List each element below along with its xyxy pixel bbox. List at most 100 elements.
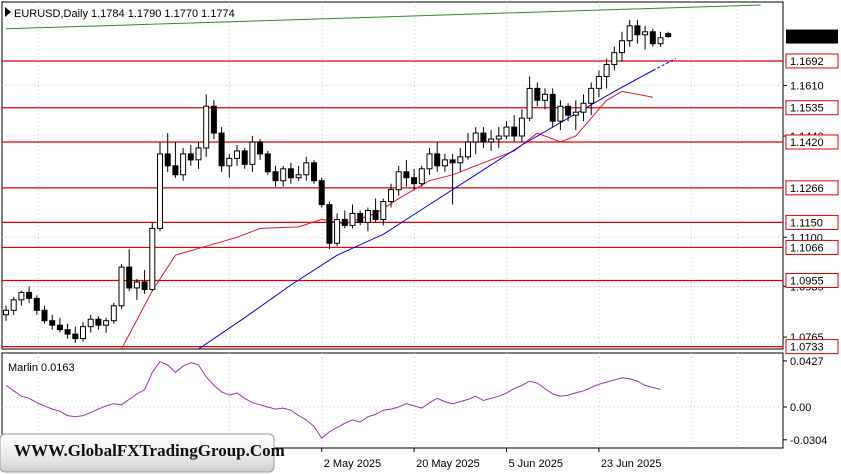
- current-price-label: 1.1774: [790, 32, 824, 44]
- candle: [488, 130, 495, 151]
- candle-body: [441, 159, 448, 167]
- candle-body: [626, 25, 633, 42]
- candle: [495, 127, 502, 148]
- candle: [665, 31, 672, 38]
- candle-body: [549, 93, 556, 122]
- level-price-label: 1.1266: [790, 183, 824, 195]
- candle-body: [249, 141, 256, 165]
- candle-body: [472, 132, 479, 143]
- symbol-header-group: EURUSD,Daily 1.1784 1.1790 1.1770 1.1774: [5, 7, 235, 20]
- candle-body: [195, 147, 202, 161]
- candle-body: [557, 105, 564, 122]
- candle: [264, 150, 271, 175]
- time-tick-label: 5 Jun 2025: [509, 458, 563, 470]
- candle-body: [318, 180, 325, 206]
- level-price-box: [785, 239, 839, 255]
- candle-body: [326, 204, 333, 244]
- candle: [280, 165, 287, 187]
- level-price-box: [785, 180, 839, 196]
- marlin-oscillator: [5, 360, 661, 440]
- candle-body: [10, 299, 17, 311]
- candle: [511, 115, 518, 142]
- candle-body: [511, 126, 518, 137]
- candle-body: [480, 132, 487, 143]
- candle-body: [649, 31, 656, 45]
- candle: [534, 82, 541, 107]
- candle: [241, 147, 248, 169]
- candle: [411, 168, 418, 190]
- watermark: WWW.GlobalFXTradingGroup.Com: [0, 433, 285, 473]
- candle-body: [503, 126, 510, 137]
- candle-body: [357, 212, 364, 223]
- candle-body: [334, 218, 341, 244]
- candle: [210, 100, 217, 140]
- candle: [364, 207, 371, 232]
- dropdown-triangle-icon[interactable]: [5, 7, 11, 17]
- level-price-box: [785, 134, 839, 150]
- candle-body: [226, 157, 233, 167]
- candle: [49, 314, 56, 330]
- level-price-label: 1.1150: [790, 217, 823, 229]
- price-axis: 1.16101.14401.11001.09351.07651.16921.15…: [783, 29, 839, 447]
- candle: [164, 133, 171, 172]
- candle: [3, 305, 9, 321]
- candle: [503, 121, 510, 140]
- candle: [334, 213, 341, 247]
- candle-body: [588, 87, 595, 104]
- level-price-box: [785, 100, 839, 116]
- candle: [557, 100, 564, 131]
- candle: [64, 323, 71, 339]
- price-tick-label: 1.1610: [790, 80, 824, 92]
- candle-body: [534, 87, 541, 101]
- candle-body: [364, 209, 371, 223]
- candle-body: [3, 309, 9, 316]
- candle: [449, 153, 456, 205]
- candle-body: [303, 162, 310, 176]
- candle-body: [418, 168, 425, 185]
- candle-body: [126, 266, 133, 289]
- candle-body: [49, 320, 56, 326]
- candle: [380, 198, 387, 226]
- candle: [226, 153, 233, 178]
- candle-body: [611, 52, 618, 66]
- oscillator-panel[interactable]: [1, 352, 784, 449]
- candle-body: [449, 159, 456, 164]
- candle-body: [372, 209, 379, 220]
- candle-body: [572, 111, 579, 116]
- main-price-panel[interactable]: [1, 1, 784, 350]
- level-price-label: 1.0733: [790, 342, 824, 354]
- watermark-text: WWW.GlobalFXTradingGroup.Com: [14, 441, 285, 460]
- candle-body: [657, 37, 664, 45]
- candle: [465, 133, 471, 160]
- candle-body: [257, 141, 264, 155]
- candle-body: [141, 281, 148, 290]
- candle: [133, 279, 140, 300]
- candle: [10, 296, 17, 315]
- candle: [518, 109, 525, 142]
- time-tick-label: 23 Jun 2025: [601, 458, 662, 470]
- candle-body: [403, 171, 410, 179]
- candle-body: [33, 297, 40, 311]
- candle-body: [103, 320, 110, 326]
- candle: [303, 156, 310, 181]
- candle-body: [56, 324, 63, 331]
- candle-body: [64, 329, 71, 335]
- candle: [311, 159, 317, 184]
- candle-body: [164, 153, 171, 167]
- candle: [72, 326, 79, 344]
- candle: [257, 139, 264, 160]
- candle-body: [157, 153, 163, 229]
- current-price-box: [786, 29, 838, 44]
- candle: [349, 204, 356, 229]
- candle-body: [341, 218, 348, 226]
- candle: [103, 317, 110, 333]
- candle-body: [457, 156, 464, 164]
- candle-body: [434, 153, 441, 167]
- candle: [203, 94, 210, 157]
- candle-body: [595, 75, 602, 89]
- candle: [149, 222, 156, 291]
- candle-body: [495, 135, 502, 140]
- candle: [619, 31, 625, 62]
- candle: [526, 76, 533, 122]
